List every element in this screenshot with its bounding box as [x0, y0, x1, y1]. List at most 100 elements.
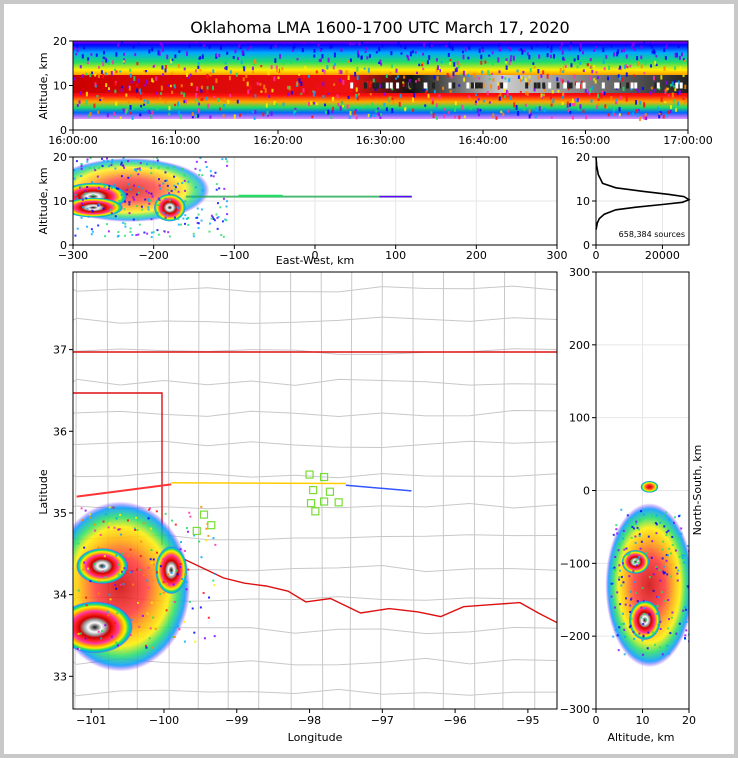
source-pixel [109, 598, 112, 601]
source-pixel [159, 97, 162, 101]
source-pixel [197, 222, 200, 225]
source-pixel [149, 627, 152, 630]
source-pixel [408, 78, 411, 83]
source-pixel [302, 88, 305, 93]
altitude-north-south-panel: Altitude, km North-South, km 0 10 20−300−2… [560, 266, 704, 744]
county-line [73, 688, 557, 697]
source-pixel [440, 60, 443, 64]
source-pixel [138, 88, 141, 93]
source-pixel [454, 101, 457, 106]
source-pixel [135, 193, 138, 196]
source-pixel [191, 607, 194, 610]
source-pixel [659, 620, 662, 623]
source-pixel [102, 565, 105, 568]
source-pixel [618, 67, 621, 70]
source-pixel [509, 95, 512, 101]
source-blob [155, 546, 188, 595]
source-pixel [435, 116, 438, 120]
source-pixel [194, 167, 197, 170]
source-pixel [110, 164, 113, 167]
source-pixel [639, 116, 642, 122]
source-pixel [635, 520, 638, 523]
source-pixel [97, 630, 100, 633]
source-pixel [475, 100, 478, 104]
y-tick-label: 200 [569, 339, 590, 352]
source-pixel [120, 41, 123, 45]
source-pixel [680, 52, 683, 57]
source-pixel [133, 549, 136, 552]
source-pixel [133, 527, 136, 530]
source-pixel [643, 513, 646, 516]
core-pixel [504, 82, 508, 89]
source-pixel [660, 591, 663, 594]
source-pixel [239, 113, 242, 117]
source-pixel [526, 52, 529, 56]
source-pixel [518, 48, 521, 52]
source-pixel [453, 62, 456, 67]
source-pixel [203, 637, 206, 640]
source-pixel [409, 51, 412, 57]
source-pixel [669, 632, 672, 635]
source-pixel [194, 216, 197, 219]
source-pixel [569, 103, 572, 107]
source-pixel [179, 114, 182, 120]
source-pixel [662, 570, 665, 573]
source-pixel [184, 200, 187, 203]
source-pixel [569, 110, 572, 114]
source-pixel [642, 653, 645, 656]
source-pixel [402, 83, 405, 87]
source-pixel [92, 210, 95, 213]
source-pixel [624, 603, 627, 606]
source-pixel [435, 103, 438, 108]
source-pixel [536, 43, 539, 47]
source-pixel [184, 189, 187, 192]
source-pixel [114, 167, 117, 170]
core-pixel [405, 82, 409, 89]
source-pixel [223, 104, 226, 108]
source-pixel [650, 514, 653, 517]
county-line [73, 471, 557, 479]
source-pixel [192, 195, 195, 198]
source-pixel [141, 208, 144, 211]
source-pixel [179, 223, 182, 226]
source-pixel [260, 90, 263, 93]
source-pixel [237, 57, 240, 61]
source-pixel [674, 52, 677, 58]
source-pixel [357, 53, 360, 58]
source-pixel [147, 566, 150, 569]
source-pixel [623, 548, 626, 551]
source-pixel [629, 624, 632, 627]
source-pixel [100, 633, 103, 636]
source-pixel [670, 105, 673, 109]
source-pixel [365, 47, 368, 51]
source-pixel [534, 114, 537, 119]
x-tick-label: 20 [682, 714, 696, 727]
source-pixel [208, 596, 211, 599]
station-marker [309, 485, 318, 495]
time-tick-label: 16:30:00 [356, 134, 405, 147]
source-pixel [232, 55, 235, 59]
source-pixel [660, 112, 663, 116]
source-pixel [655, 523, 658, 526]
source-pixel [491, 59, 494, 64]
source-pixel [432, 113, 435, 118]
source-pixel [177, 64, 180, 68]
source-pixel [616, 634, 619, 637]
y-tick-label: 10 [576, 195, 590, 208]
source-pixel [482, 83, 485, 88]
source-pixel [650, 556, 653, 559]
core-pixel [525, 82, 529, 89]
source-pixel [356, 96, 359, 101]
source-pixel [200, 505, 203, 508]
source-pixel [191, 112, 194, 116]
source-pixel [628, 552, 631, 555]
x-tick-label: −300 [58, 249, 88, 262]
source-pixel [497, 85, 500, 90]
source-pixel [463, 77, 466, 82]
longitude-tick-label: −101 [76, 714, 106, 727]
source-pixel [658, 568, 661, 571]
time-height-core [73, 75, 688, 93]
source-pixel [428, 55, 431, 60]
source-pixel [254, 60, 257, 65]
source-pixel [567, 108, 570, 113]
